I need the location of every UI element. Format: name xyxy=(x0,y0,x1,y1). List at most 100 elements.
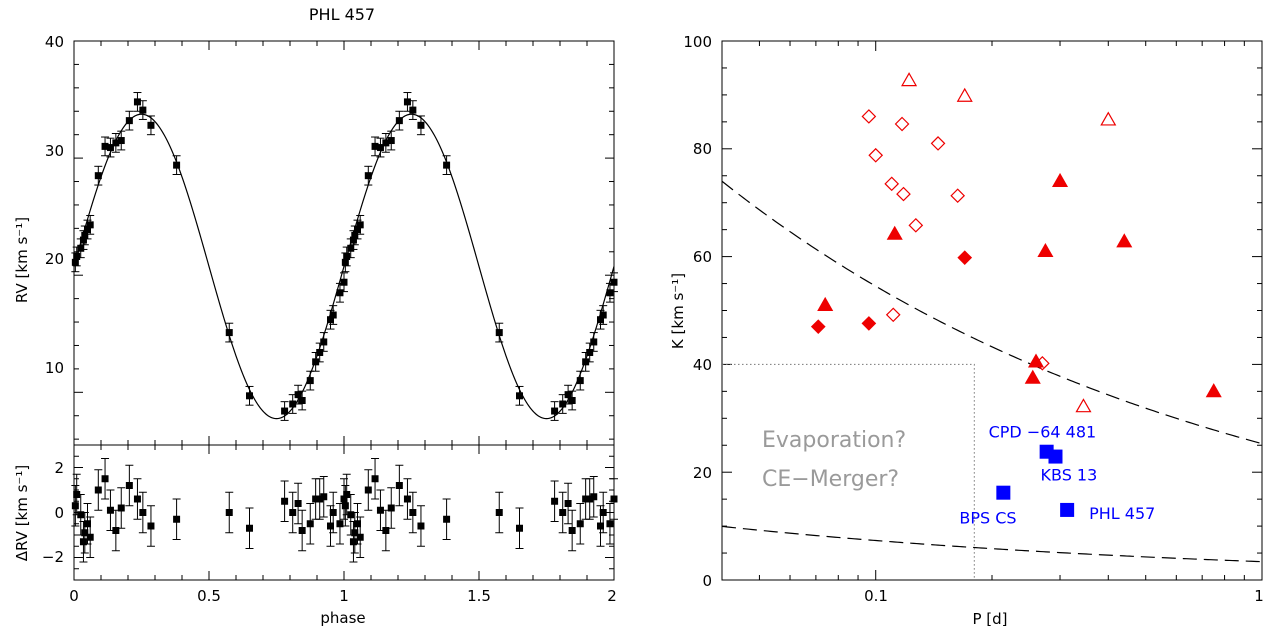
residual-points xyxy=(71,458,618,563)
data-marker xyxy=(312,358,320,366)
data-marker xyxy=(225,329,233,337)
pk-ytick-label: 20 xyxy=(693,464,712,482)
data-marker xyxy=(564,391,572,399)
residual-point xyxy=(576,503,585,545)
data-marker xyxy=(320,338,328,346)
residual-point xyxy=(585,478,594,520)
phase-xtick-label: 2 xyxy=(607,587,617,605)
data-marker xyxy=(395,482,403,489)
data-marker xyxy=(79,236,87,244)
data-marker xyxy=(71,502,79,510)
data-marker xyxy=(106,506,114,514)
data-marker xyxy=(281,407,289,415)
rv-point xyxy=(71,252,80,273)
data-marker xyxy=(351,529,359,537)
rv-point xyxy=(245,385,254,406)
data-marker xyxy=(139,509,147,516)
phase-xtick-label: 1 xyxy=(339,587,349,605)
residual-point xyxy=(550,480,559,522)
residual-point xyxy=(408,491,417,534)
rv-point xyxy=(106,137,115,158)
data-marker xyxy=(443,515,451,523)
data-marker xyxy=(354,226,361,234)
phase-axis-label: phase xyxy=(320,609,365,627)
residual-point xyxy=(225,491,234,534)
residual-point xyxy=(610,478,618,520)
data-marker xyxy=(364,172,372,180)
pk-ytick-label: 80 xyxy=(693,140,712,158)
data-marker xyxy=(327,316,334,324)
star-marker xyxy=(1060,502,1075,517)
open-triangle-marker xyxy=(901,72,918,87)
data-marker xyxy=(568,397,576,405)
data-marker xyxy=(347,244,355,252)
data-marker xyxy=(371,475,379,483)
data-marker xyxy=(306,377,314,385)
data-marker xyxy=(559,400,567,408)
rv-point xyxy=(605,282,614,303)
data-marker xyxy=(582,495,590,503)
pk-xtick-label: 0.1 xyxy=(864,587,888,605)
rv-y-tick-labels: 10 20 30 40 xyxy=(45,33,64,377)
rv-point xyxy=(589,332,598,352)
filled-triangle-marker xyxy=(1051,172,1069,187)
rv-point xyxy=(335,282,344,303)
data-marker xyxy=(298,397,306,405)
filled-diamond-marker xyxy=(810,319,826,335)
residual-point xyxy=(306,503,315,545)
residual-point xyxy=(605,503,614,545)
data-marker xyxy=(516,524,523,532)
residual-point xyxy=(101,458,110,500)
data-marker xyxy=(586,348,594,356)
rv-point xyxy=(387,130,396,151)
data-marker xyxy=(147,522,155,530)
data-marker xyxy=(125,117,133,125)
rv-point xyxy=(111,133,120,153)
residual-point xyxy=(364,469,373,511)
data-marker xyxy=(94,172,102,180)
rv-panel: PHL 457 10 20 30 40 −2 0 2 0 0.5 1 1.5 2… xyxy=(13,5,618,627)
rv-point xyxy=(280,401,289,421)
rv-ytick-label: 40 xyxy=(45,33,64,51)
data-marker xyxy=(340,278,348,286)
data-marker xyxy=(246,524,253,532)
rv-point xyxy=(133,92,142,112)
data-marker xyxy=(495,509,503,516)
pk-points xyxy=(810,72,1222,413)
residual-point xyxy=(315,478,324,520)
data-marker xyxy=(610,495,618,503)
data-marker xyxy=(246,392,253,400)
data-marker xyxy=(77,511,85,519)
data-marker xyxy=(340,495,348,503)
residual-point xyxy=(558,491,567,534)
pk-y-tick-labels: 0 20 40 60 80 100 xyxy=(683,33,712,590)
rv-point xyxy=(356,214,365,235)
data-marker xyxy=(568,527,576,534)
data-marker xyxy=(606,289,614,297)
residual-point xyxy=(395,464,404,507)
data-marker xyxy=(599,311,607,319)
data-marker xyxy=(173,161,181,169)
rv-point xyxy=(225,322,234,343)
data-marker xyxy=(443,161,451,169)
residual-point xyxy=(125,464,134,507)
residual-point xyxy=(335,503,344,545)
filled-triangle-marker xyxy=(817,296,834,311)
rv-axis-label: RV [km s⁻¹] xyxy=(13,217,31,303)
data-marker xyxy=(599,509,607,516)
rv-title: PHL 457 xyxy=(309,5,375,24)
data-marker xyxy=(347,511,355,519)
residual-point xyxy=(442,498,451,540)
open-diamond-marker xyxy=(1034,355,1050,371)
open-diamond-marker xyxy=(950,188,966,204)
rv-point xyxy=(495,322,504,343)
data-marker xyxy=(112,527,120,534)
data-marker xyxy=(417,121,425,129)
residual-point xyxy=(319,476,328,518)
data-marker xyxy=(349,236,357,244)
open-triangle-marker xyxy=(956,87,973,102)
rv-points xyxy=(71,92,618,421)
rv-point xyxy=(610,272,618,293)
annotation-evaporation: Evaporation? xyxy=(762,428,906,453)
residual-point xyxy=(245,507,254,549)
